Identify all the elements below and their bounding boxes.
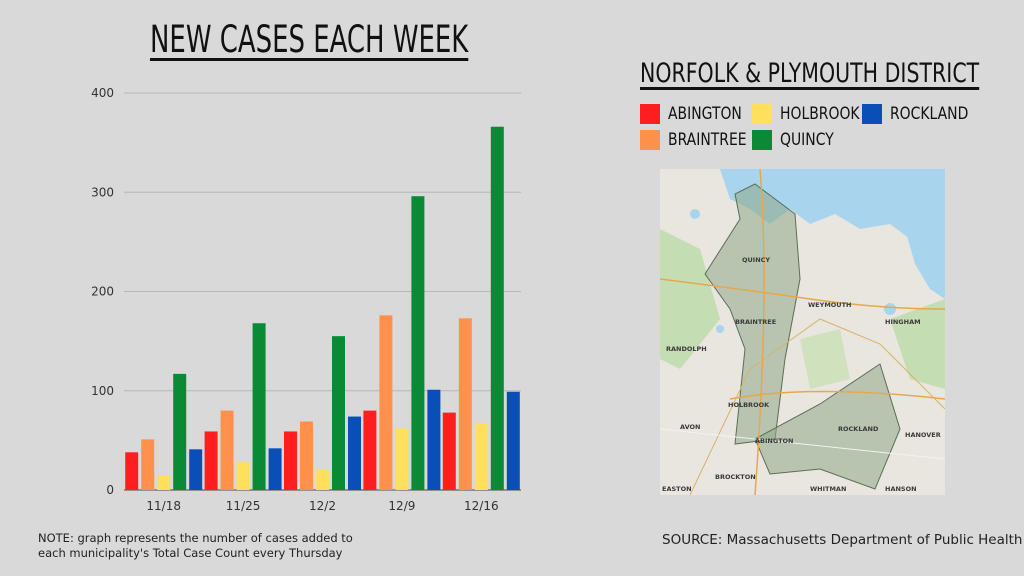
legend-item: BRAINTREE bbox=[640, 130, 764, 150]
bar-quincy-4 bbox=[490, 126, 504, 491]
map-district bbox=[704, 183, 801, 445]
bar-rockland-2 bbox=[348, 416, 361, 490]
bar-rockland-0 bbox=[189, 449, 203, 490]
x-tick-label: 12/2 bbox=[309, 499, 336, 513]
map-label: HANSON bbox=[885, 485, 917, 493]
legend-item: QUINCY bbox=[752, 130, 846, 150]
bar-abington-0 bbox=[125, 452, 139, 490]
legend-swatch bbox=[862, 104, 882, 124]
map-label: AVON bbox=[680, 423, 700, 431]
bar-abington-3 bbox=[363, 410, 377, 490]
legend-swatch bbox=[752, 104, 772, 124]
legend-item: HOLBROOK bbox=[752, 104, 877, 124]
bar-rockland-4 bbox=[506, 391, 520, 490]
map-label: HINGHAM bbox=[885, 318, 921, 326]
legend-label: ABINGTON bbox=[668, 104, 742, 124]
x-tick-label: 12/9 bbox=[388, 499, 415, 513]
legend-item: ROCKLAND bbox=[862, 104, 986, 124]
map-district bbox=[754, 363, 901, 490]
bar-quincy-1 bbox=[252, 323, 266, 490]
bar-rockland-1 bbox=[268, 448, 282, 490]
map-label: HANOVER bbox=[905, 431, 941, 439]
bar-quincy-2 bbox=[332, 336, 345, 490]
legend-swatch bbox=[752, 130, 772, 150]
map-label: RANDOLPH bbox=[666, 345, 707, 353]
x-tick-label: 11/18 bbox=[146, 499, 181, 513]
map-label: BRAINTREE bbox=[735, 318, 776, 326]
bar-abington-4 bbox=[442, 412, 456, 490]
legend-label: HOLBROOK bbox=[780, 104, 860, 124]
bar-braintree-1 bbox=[220, 410, 234, 490]
bar-braintree-0 bbox=[141, 439, 155, 490]
map-label: BROCKTON bbox=[715, 473, 756, 481]
legend-item: ABINGTON bbox=[640, 104, 758, 124]
map-water bbox=[720, 169, 945, 249]
x-tick-label: 11/25 bbox=[226, 499, 261, 513]
bar-quincy-0 bbox=[173, 373, 187, 490]
y-tick-label: 300 bbox=[91, 185, 114, 199]
map-label: QUINCY bbox=[742, 256, 770, 264]
x-tick-label: 12/16 bbox=[464, 499, 499, 513]
legend-swatch bbox=[640, 130, 660, 150]
bar-quincy-3 bbox=[411, 196, 425, 490]
bar-braintree-2 bbox=[300, 421, 313, 490]
y-tick-label: 400 bbox=[91, 86, 114, 100]
note-text: NOTE: graph represents the number of cas… bbox=[38, 531, 353, 560]
map-label: HOLBROOK bbox=[728, 401, 770, 409]
bar-holbrook-0 bbox=[157, 475, 171, 490]
legend-swatch bbox=[640, 104, 660, 124]
map-label: ROCKLAND bbox=[838, 425, 879, 433]
bar-braintree-3 bbox=[379, 315, 393, 490]
legend-label: QUINCY bbox=[780, 130, 834, 150]
bar-abington-1 bbox=[204, 431, 218, 490]
legend-label: ROCKLAND bbox=[890, 104, 969, 124]
y-tick-label: 200 bbox=[91, 285, 114, 299]
bar-abington-2 bbox=[284, 431, 297, 490]
y-tick-label: 100 bbox=[91, 384, 114, 398]
legend-label: BRAINTREE bbox=[668, 130, 747, 150]
bar-holbrook-4 bbox=[474, 423, 488, 490]
source-text: SOURCE: Massachusetts Department of Publ… bbox=[662, 532, 1023, 548]
map-water bbox=[900, 169, 945, 299]
bar-braintree-4 bbox=[458, 318, 472, 490]
district-title: NORFOLK & PLYMOUTH DISTRICT bbox=[640, 58, 980, 89]
bar-chart: 0 100 200 300 400 11/18 11/25 12/2 12/9 12/16 bbox=[91, 86, 521, 513]
map-label: WEYMOUTH bbox=[808, 301, 851, 309]
map-label: ABINGTON bbox=[755, 437, 793, 445]
bar-holbrook-3 bbox=[395, 428, 409, 490]
map-label: WHITMAN bbox=[810, 485, 846, 493]
y-tick-label: 0 bbox=[106, 483, 114, 497]
district-map: QUINCY BRAINTREE WEYMOUTH HINGHAM RANDOL… bbox=[660, 169, 945, 495]
bar-holbrook-1 bbox=[236, 462, 250, 490]
bar-rockland-3 bbox=[427, 389, 441, 490]
map-label: EASTON bbox=[662, 485, 692, 493]
bar-holbrook-2 bbox=[316, 470, 329, 490]
map-graphic: QUINCY BRAINTREE WEYMOUTH HINGHAM RANDOL… bbox=[660, 169, 945, 495]
